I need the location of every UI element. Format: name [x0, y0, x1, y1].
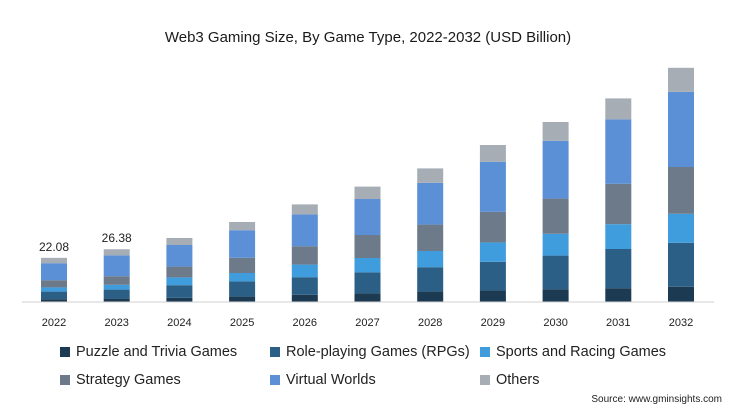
bar-2031-series-2 [605, 224, 632, 249]
data-labels: 22.08 26.38 [39, 231, 132, 254]
bar-2031-series-5 [605, 98, 632, 120]
bar-2023-series-3 [103, 276, 130, 285]
bar-2026-series-1 [291, 277, 318, 295]
bar-2022-series-4 [41, 263, 67, 281]
bar-2031-series-3 [605, 183, 632, 225]
bar-2031-series-1 [605, 249, 632, 289]
bar-2022-series-0 [41, 299, 67, 302]
bar-2031-series-4 [605, 119, 632, 184]
bar-2026-series-3 [291, 246, 318, 265]
x-tick-2029: 2029 [481, 317, 505, 329]
bar-2030-series-0 [542, 289, 569, 302]
x-tick-labels: 2022 2023 2024 2025 2026 2027 2028 2029 2030 2031… [42, 317, 693, 329]
bar-2032-series-3 [668, 167, 694, 214]
bar-2030-series-3 [542, 198, 569, 234]
bar-2030-series-4 [542, 140, 569, 199]
x-tick-2024: 2024 [167, 317, 191, 329]
legend-label-1: Role-playing Games (RPGs) [286, 344, 470, 360]
legend-label-2: Sports and Racing Games [496, 344, 666, 360]
legend-label-4: Virtual Worlds [286, 372, 376, 388]
x-tick-2025: 2025 [230, 317, 254, 329]
bar-2027-series-5 [354, 186, 381, 199]
bar-2022-series-5 [41, 257, 67, 264]
bar-2022-series-2 [41, 287, 67, 292]
x-tick-2023: 2023 [104, 317, 128, 329]
legend-label-0: Puzzle and Trivia Games [76, 344, 237, 360]
bar-2024-series-1 [166, 285, 193, 298]
bar-2025-series-4 [229, 230, 256, 258]
bar-2022-series-1 [41, 291, 67, 300]
x-tick-2026: 2026 [293, 317, 317, 329]
bar-2023-series-0 [103, 298, 130, 302]
bar-2026-series-0 [291, 294, 318, 302]
bar-2025-series-0 [229, 296, 256, 302]
bar-2023-series-2 [103, 284, 130, 290]
bar-2032-series-5 [668, 67, 694, 92]
bar-2032-series-1 [668, 242, 694, 287]
bar-2027-series-0 [354, 293, 381, 302]
x-tick-2022: 2022 [42, 317, 66, 329]
bar-2028-series-5 [417, 168, 444, 183]
bar-2024-series-0 [166, 297, 193, 302]
bar-2029-series-0 [479, 290, 506, 302]
bar-2032-series-4 [668, 91, 694, 167]
bar-2024-series-2 [166, 277, 193, 286]
bar-2026-series-4 [291, 214, 318, 247]
bar-2024-series-5 [166, 238, 193, 245]
bar-2029-series-4 [479, 161, 506, 212]
x-tick-2032: 2032 [669, 317, 693, 329]
legend-swatch-2 [480, 347, 490, 357]
bar-2023-series-4 [103, 255, 130, 277]
chart-title: Web3 Gaming Size, By Game Type, 2022-203… [165, 29, 571, 46]
bar-2029-series-1 [479, 261, 506, 291]
bar-2028-series-0 [417, 291, 444, 302]
legend: Puzzle and Trivia Games Role-playing Game… [60, 344, 666, 388]
bar-2030-series-1 [542, 255, 569, 290]
legend-label-5: Others [496, 372, 540, 388]
bar-2025-series-1 [229, 281, 256, 297]
bar-2032-series-0 [668, 286, 694, 302]
legend-swatch-4 [270, 375, 280, 385]
bar-2023-series-1 [103, 289, 130, 299]
bar-2028-series-4 [417, 182, 444, 225]
data-label-2022: 22.08 [39, 240, 69, 254]
legend-swatch-1 [270, 347, 280, 357]
x-tick-2027: 2027 [355, 317, 379, 329]
bar-2030-series-2 [542, 233, 569, 256]
data-label-2023: 26.38 [102, 231, 132, 245]
bar-2030-series-5 [542, 122, 569, 141]
legend-label-3: Strategy Games [76, 372, 181, 388]
bar-2028-series-3 [417, 224, 444, 251]
bar-2032-series-2 [668, 213, 694, 243]
bar-2026-series-5 [291, 204, 318, 215]
bar-2031-series-0 [605, 288, 632, 302]
legend-swatch-0 [60, 347, 70, 357]
source-note: Source: www.gminsights.com [591, 394, 722, 405]
bar-2026-series-2 [291, 264, 318, 278]
bar-2025-series-5 [229, 222, 256, 231]
bar-2027-series-3 [354, 235, 381, 258]
legend-swatch-3 [60, 375, 70, 385]
bar-2027-series-4 [354, 199, 381, 235]
bar-2025-series-2 [229, 273, 256, 282]
bar-2023-series-5 [103, 249, 130, 256]
bar-2027-series-1 [354, 272, 381, 294]
bar-2022-series-3 [41, 280, 67, 288]
bar-2024-series-4 [166, 245, 193, 267]
bar-2029-series-5 [479, 145, 506, 162]
legend-swatch-5 [480, 375, 490, 385]
x-tick-2030: 2030 [543, 317, 567, 329]
bar-2025-series-3 [229, 257, 256, 273]
bar-2029-series-3 [479, 211, 506, 243]
x-tick-2028: 2028 [418, 317, 442, 329]
bar-2028-series-2 [417, 251, 444, 268]
x-tick-2031: 2031 [606, 317, 630, 329]
bars-group [41, 67, 694, 302]
bar-2028-series-1 [417, 267, 444, 292]
bar-2029-series-2 [479, 242, 506, 262]
bar-2027-series-2 [354, 258, 381, 273]
bar-2024-series-3 [166, 266, 193, 278]
